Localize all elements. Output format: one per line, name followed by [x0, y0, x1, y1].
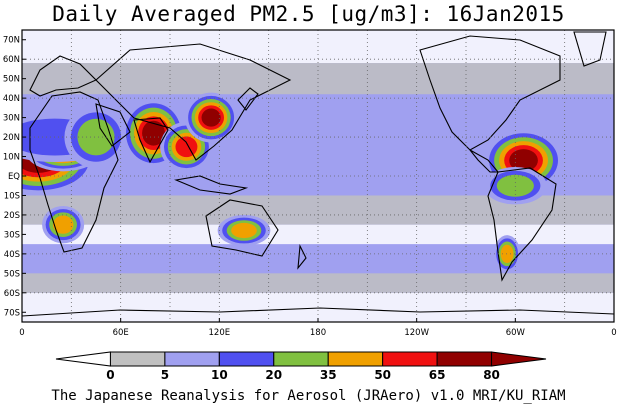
plume-southeast-asia-6 [175, 136, 198, 158]
new-zealand-coast [297, 244, 307, 270]
colorbar-label: 80 [483, 368, 500, 382]
lat-tick-label: 40N [3, 94, 20, 104]
band-5 [22, 273, 614, 293]
japan-coast [237, 87, 259, 111]
africa-coast [29, 91, 119, 253]
colorbar-label: 20 [265, 368, 282, 382]
australia-coast [205, 199, 279, 257]
lon-tick-label: 120E [209, 328, 231, 338]
plume-amazon-4 [496, 174, 534, 197]
lon-tick-label: 120W [404, 328, 429, 338]
colorbar-segment [164, 351, 220, 367]
central-america-coast [469, 149, 500, 173]
latitude-labels: 70N 60N 50N 40N 30N 20N 10N EQ 10S 20S 30S 40S 50S 60… [3, 36, 26, 318]
lat-tick-label: 70N [3, 36, 20, 46]
lon-tick-label: 0 [19, 328, 24, 338]
antarctica-coast [22, 307, 614, 317]
lon-tick-label: 60E [113, 328, 129, 338]
lat-tick-label: 20S [4, 211, 20, 221]
lat-tick-label: 30S [4, 230, 20, 240]
colorbar: 0 5 10 20 35 50 65 80 [55, 351, 547, 382]
colorbar-segment [218, 351, 275, 367]
plume-india-7 [142, 120, 166, 146]
lat-tick-label: 40S [4, 250, 20, 260]
coastlines [22, 31, 614, 317]
lat-tick-label: 60N [3, 55, 20, 65]
band-4 [22, 292, 614, 322]
colorbar-label: 10 [211, 368, 228, 382]
lon-tick-label: 60W [506, 328, 526, 338]
colorbar-segment [273, 351, 329, 367]
lat-tick-label: 60S [4, 289, 20, 299]
lat-tick-label: 10N [3, 153, 20, 163]
longitude-labels: 0 60E 120E 180 120W 60W 0 [19, 318, 617, 338]
lat-tick-label: 70S [4, 308, 20, 318]
plume-south-africa-5 [52, 215, 74, 234]
colorbar-label: 0 [106, 368, 114, 382]
lon-tick-label: 180 [310, 328, 326, 338]
lat-tick-label: EQ [8, 172, 20, 182]
colorbar-segment [382, 351, 438, 367]
colorbar-upper-arrow [491, 351, 547, 367]
colorbar-segment [327, 351, 384, 367]
plume-arabia-4 [77, 118, 115, 156]
plume-patagonia-5 [500, 244, 514, 263]
greenland-coast [573, 31, 607, 67]
lat-tick-label: 20N [3, 133, 20, 143]
colorbar-label: 5 [161, 368, 169, 382]
gridlines [22, 30, 614, 322]
plume-east-china-7 [201, 108, 221, 127]
plume-australia-5 [231, 222, 257, 239]
map-title: Daily Averaged PM2.5 [ug/m3]: 16Jan2015 [52, 2, 565, 26]
lat-tick-label: 50S [4, 269, 20, 279]
colorbar-label: 50 [374, 368, 391, 382]
colorbar-label: 65 [429, 368, 446, 382]
colorbar-segment [109, 351, 166, 367]
footer-credit: The Japanese Reanalysis for Aerosol (JRA… [51, 388, 566, 404]
lat-tick-label: 50N [3, 75, 20, 85]
map-area [22, 30, 614, 322]
asia-coast [95, 43, 292, 161]
plume-south-america-n-7 [509, 149, 538, 172]
lat-tick-label: 30N [3, 114, 20, 124]
colorbar-segment [436, 351, 493, 367]
lon-tick-label: 0 [611, 328, 616, 338]
colorbar-lower-arrow [55, 351, 111, 367]
lat-tick-label: 10S [4, 191, 20, 201]
south-america-coast [487, 167, 557, 282]
north-america-coast [419, 35, 561, 151]
colorbar-label: 35 [320, 368, 337, 382]
plume-layer [22, 92, 564, 273]
indonesia-coast [174, 175, 249, 195]
